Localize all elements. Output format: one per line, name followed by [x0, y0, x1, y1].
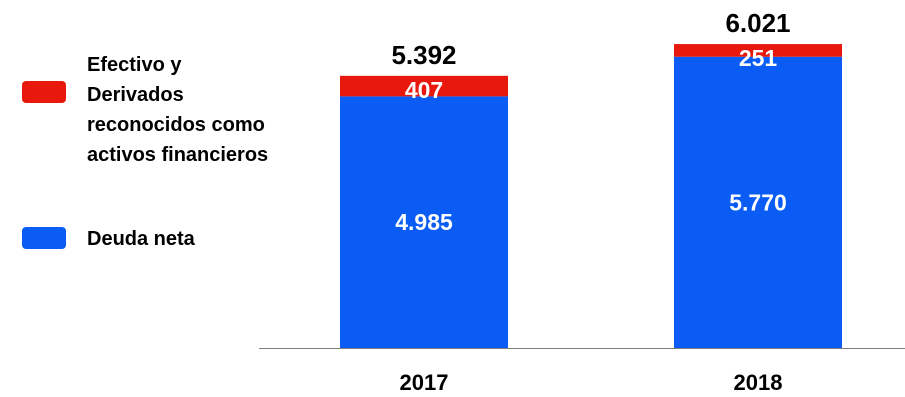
- category-label-2017: 2017: [400, 370, 449, 395]
- legend-item-efectivo: Efectivo y Derivados reconocidos como ac…: [22, 50, 268, 170]
- legend-label-deuda: Deuda neta: [87, 228, 195, 250]
- data-label-deuda-2018: 5.770: [729, 189, 787, 215]
- legend-item-deuda: Deuda neta: [22, 224, 195, 254]
- total-label-2018: 6.021: [725, 8, 790, 38]
- bar-deuda-2017: [340, 96, 508, 348]
- category-label-2018: 2018: [734, 370, 783, 395]
- data-label-deuda-2017: 4.985: [395, 209, 453, 235]
- bar-efectivo-2018: [674, 44, 842, 57]
- data-label-efectivo-2018: 251: [739, 45, 778, 71]
- total-label-2017: 5.392: [391, 40, 456, 70]
- legend-swatch-efectivo: [22, 81, 66, 103]
- data-label-efectivo-2017: 407: [405, 77, 443, 103]
- legend-swatch-deuda: [22, 227, 66, 249]
- legend-label-efectivo: Efectivo y Derivados reconocidos como ac…: [87, 54, 269, 166]
- bar-deuda-2018: [674, 56, 842, 348]
- bar-efectivo-2017: [340, 75, 508, 97]
